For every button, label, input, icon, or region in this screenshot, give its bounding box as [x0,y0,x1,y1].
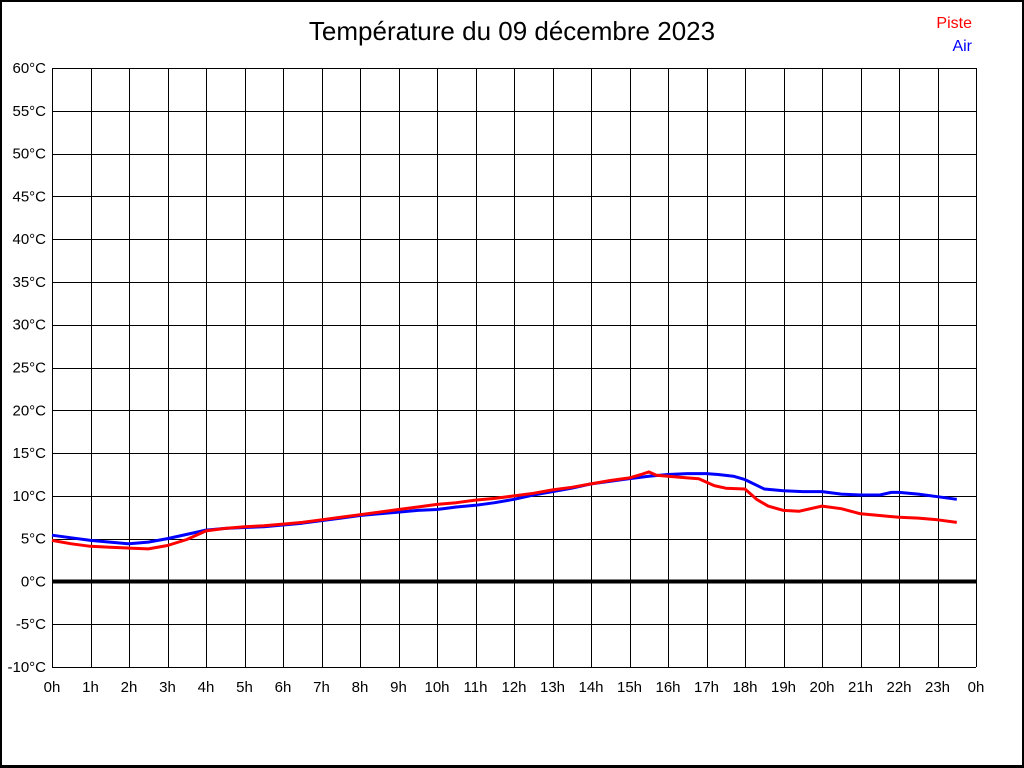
y-tick-label: 55°C [12,103,46,120]
x-tick-label: 9h [390,679,407,696]
x-tick-label: 1h [82,679,99,696]
y-tick-label: 40°C [12,231,46,248]
x-tick-label: 20h [809,679,834,696]
x-tick-label: 19h [771,679,796,696]
x-tick-label: 0h [968,679,985,696]
x-tick-label: 14h [578,679,603,696]
x-tick-label: 0h [44,679,61,696]
x-tick-label: 7h [313,679,330,696]
y-tick-label: 45°C [12,188,46,205]
y-tick-label: 30°C [12,317,46,334]
chart-title: Température du 09 décembre 2023 [308,16,716,46]
y-tick-label: 50°C [12,146,46,163]
x-tick-label: 15h [617,679,642,696]
x-tick-label: 11h [464,679,488,696]
x-tick-label: 6h [275,679,292,696]
x-tick-label: 16h [655,679,680,696]
y-tick-label: 0°C [21,573,46,590]
legend-label-piste: Piste [936,15,972,32]
x-tick-label: 3h [159,679,176,696]
x-tick-label: 2h [121,679,138,696]
x-tick-label: 21h [848,679,873,696]
x-tick-label: 12h [501,679,526,696]
legend: Piste Air [936,12,972,58]
y-tick-label: 5°C [21,531,46,548]
y-tick-label: 10°C [12,488,46,505]
y-tick-label: 35°C [12,274,46,291]
y-tick-label: -5°C [16,616,46,633]
x-tick-label: 5h [236,679,253,696]
x-tick-label: 23h [925,679,950,696]
y-tick-label: 60°C [12,60,46,77]
y-tick-label: -10°C [7,659,46,676]
x-tick-label: 10h [424,679,449,696]
air-temperature-line [51,472,958,546]
x-tick-label: 22h [886,679,911,696]
x-tick-label: 13h [540,679,565,696]
x-tick-label: 4h [198,679,215,696]
y-tick-label: 20°C [12,402,46,419]
piste-temperature-line [51,470,958,551]
y-tick-label: 25°C [12,360,46,377]
x-tick-label: 17h [694,679,719,696]
x-tick-label: 18h [732,679,757,696]
x-tick-label: 8h [352,679,369,696]
legend-label-air: Air [952,38,972,55]
y-tick-label: 15°C [12,445,46,462]
